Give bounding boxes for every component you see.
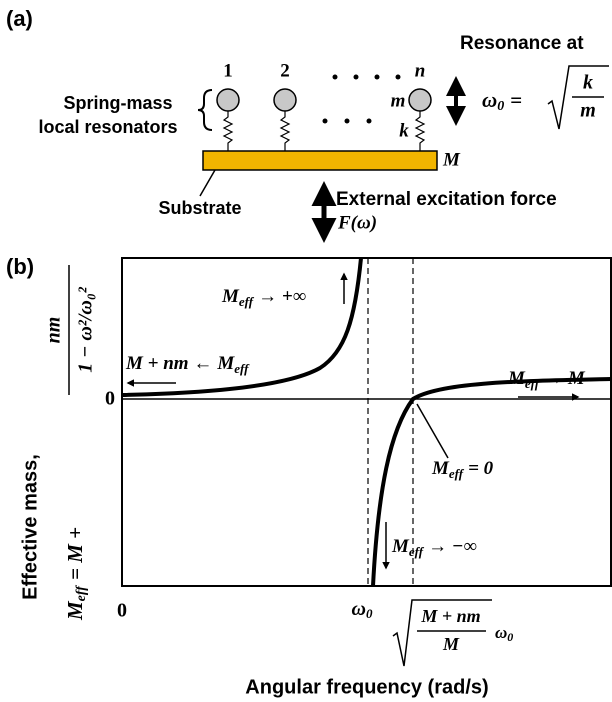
subscript: eff xyxy=(409,544,425,559)
spring xyxy=(414,111,426,151)
subscript: eff xyxy=(74,585,89,602)
mass xyxy=(408,88,432,112)
y-zero-label: 0 xyxy=(105,388,115,410)
fraction-denominator: m xyxy=(580,100,596,122)
x-axis-title: Angular frequency (rad/s) xyxy=(245,676,488,698)
fraction-denominator: 1 − ω²/ω₀² xyxy=(75,286,97,373)
annotation: Meff → +∞ xyxy=(221,286,306,309)
panel-label: (b) xyxy=(6,254,34,279)
subscript: eff xyxy=(234,361,250,376)
ellipsis-dots xyxy=(322,74,401,124)
bracket xyxy=(197,89,213,131)
curve-branch xyxy=(121,257,363,397)
y-axis-title: Effective mass, xyxy=(19,454,41,600)
plot-frame xyxy=(121,257,612,587)
y-axis-title-group: Effective mass, Meff = M + nm 1 − ω²/ω₀² xyxy=(19,265,97,621)
symbol: M xyxy=(431,458,450,479)
group-label: local resonators xyxy=(38,117,177,137)
curve-branch xyxy=(371,377,612,587)
substrate xyxy=(202,150,438,171)
fraction-numerator: k xyxy=(583,72,593,94)
resonance-tick: ω0 xyxy=(352,598,373,621)
fraction-numerator: M + nm xyxy=(420,606,480,626)
equals: = xyxy=(510,88,522,112)
masses xyxy=(216,88,432,112)
symbol: ω xyxy=(352,598,366,620)
annotation: Meff → M xyxy=(507,368,586,391)
symbol: ω xyxy=(495,623,507,642)
annotation-pointer xyxy=(416,403,449,459)
annotation: Meff → −∞ xyxy=(391,536,477,559)
radical xyxy=(547,65,609,130)
subscript: 0 xyxy=(497,99,504,114)
panel-label: (a) xyxy=(6,6,33,31)
resonator-number: 1 xyxy=(223,60,233,81)
symbol: M xyxy=(63,600,87,621)
resonance-title: Resonance at xyxy=(460,33,584,54)
resonator-number: 2 xyxy=(280,60,290,81)
subscript: eff xyxy=(449,466,465,481)
force-symbol: F(ω) xyxy=(337,212,377,233)
radical xyxy=(392,599,492,667)
mass xyxy=(273,88,297,112)
substrate-mass-label: M xyxy=(442,149,461,170)
subscript: eff xyxy=(525,376,541,391)
springs xyxy=(222,111,426,151)
pointer xyxy=(199,169,216,197)
annotation-text: → M xyxy=(544,368,586,389)
symbol: M xyxy=(391,536,410,557)
annotation-text: → +∞ xyxy=(258,286,306,307)
y-axis-formula: Meff = M + xyxy=(63,527,89,621)
spring xyxy=(279,111,291,151)
x-zero-label: 0 xyxy=(117,600,127,622)
fraction-numerator: nm xyxy=(43,317,65,344)
symbol: ω xyxy=(482,88,497,112)
group-label: Spring-mass xyxy=(63,93,172,113)
rhs: = M + xyxy=(63,527,87,580)
fraction-denominator: M xyxy=(442,634,460,654)
mass xyxy=(216,88,240,112)
subscript: 0 xyxy=(507,630,513,644)
force-label: External excitation force xyxy=(336,189,557,210)
symbol: M xyxy=(221,286,240,307)
spring-label: k xyxy=(399,120,409,141)
crossing-omega: ω0 xyxy=(495,623,513,644)
subscript: eff xyxy=(239,294,255,309)
annotation-text: M + nm ← xyxy=(125,353,212,374)
annotation-text: = 0 xyxy=(468,458,494,479)
spring xyxy=(222,111,234,151)
annotation: M + nm ← Meff xyxy=(125,353,250,376)
annotation-text: → −∞ xyxy=(428,536,477,557)
resonator-number: n xyxy=(415,60,426,81)
resonance-formula: ω0 = xyxy=(482,88,522,114)
annotation: Meff = 0 xyxy=(431,458,494,481)
symbol: M xyxy=(507,368,526,389)
mass-label: m xyxy=(391,90,406,111)
subscript: 0 xyxy=(366,606,373,621)
symbol: M xyxy=(216,353,235,374)
substrate-label: Substrate xyxy=(158,198,241,218)
